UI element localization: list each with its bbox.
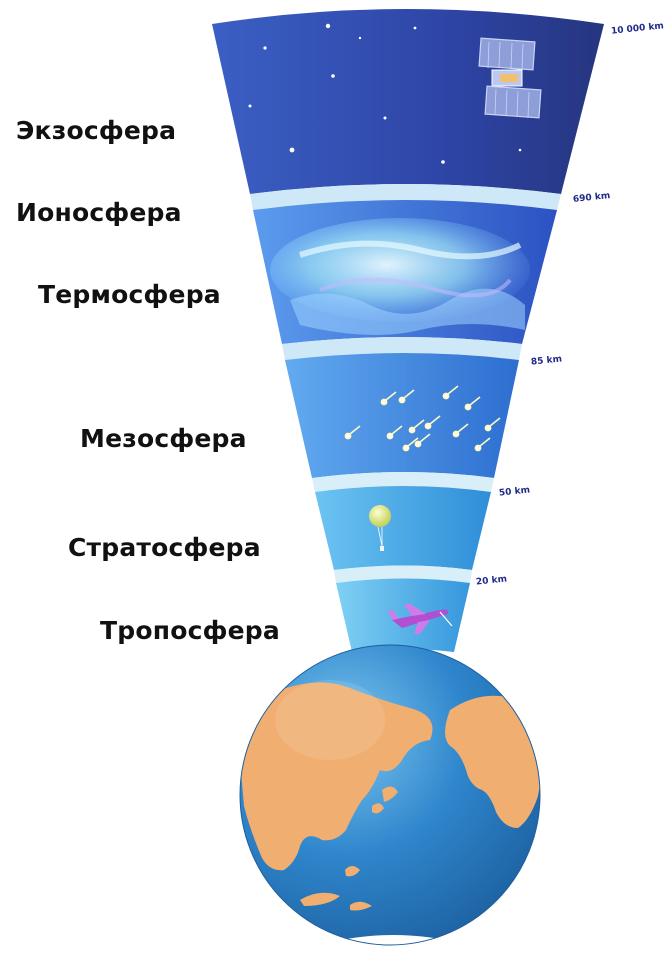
label-mesosphere: Мезосфера: [80, 424, 247, 453]
satellite-icon: [478, 37, 542, 119]
aurora: [270, 218, 530, 335]
stars: [248, 23, 522, 164]
meteors-icon: [344, 385, 501, 452]
earth-globe: [239, 644, 541, 946]
label-thermosphere: Термосфера: [38, 280, 221, 309]
airplane-icon: [388, 604, 453, 634]
layer-boundary: [250, 184, 561, 210]
layer-mesosphere-band: [285, 353, 519, 478]
layer-exosphere-band: [212, 9, 604, 194]
label-troposphere: Тропосфера: [100, 616, 280, 645]
weather-balloon-icon: [369, 505, 391, 551]
layer-troposphere-band: [336, 578, 470, 652]
layer-stratosphere-band: [315, 486, 491, 570]
label-exosphere: Экзосфера: [16, 116, 177, 145]
label-stratosphere: Стратосфера: [68, 533, 261, 562]
layer-boundary: [334, 565, 472, 583]
layer-boundary: [312, 472, 494, 492]
layer-boundary: [282, 337, 522, 360]
label-ionosphere: Ионосфера: [16, 198, 182, 227]
